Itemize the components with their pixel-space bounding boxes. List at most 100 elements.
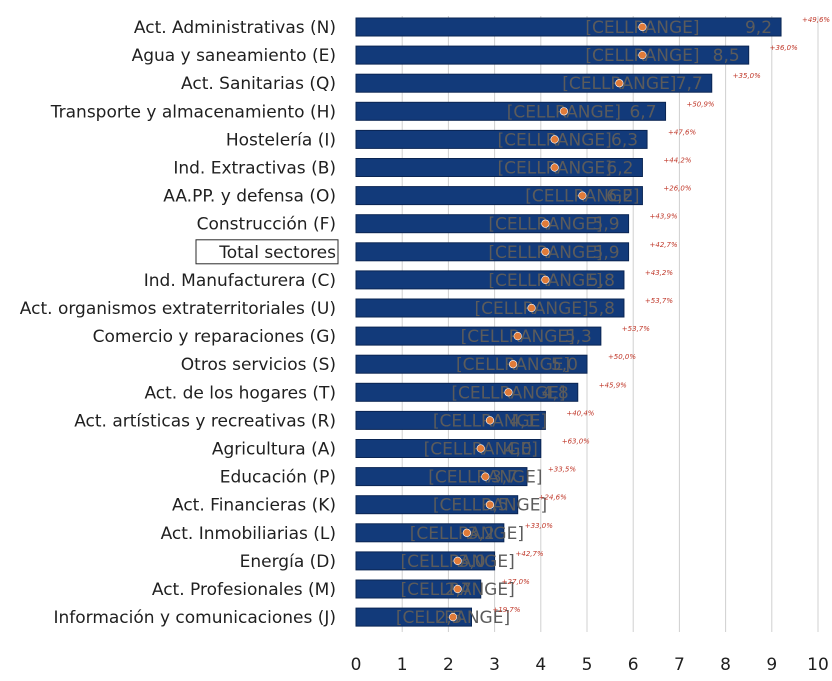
- bar: [355, 214, 630, 234]
- pct-label: +35,0%: [733, 72, 761, 80]
- pct-label: +63,0%: [562, 438, 590, 446]
- bar: [355, 45, 750, 65]
- marker-point: [541, 275, 550, 285]
- marker-point: [638, 50, 647, 60]
- pct-label: +36,0%: [770, 44, 798, 52]
- x-axis-ticks: 0 1 2 3 4 5 6 7 8 9 10: [351, 655, 829, 675]
- value-label: 5,9: [593, 243, 620, 263]
- pct-label: +42,7%: [516, 550, 544, 558]
- value-label: 3,5: [482, 496, 509, 516]
- category-label: Construcción (F): [197, 215, 336, 235]
- value-label: 7,7: [676, 74, 703, 94]
- marker-point: [462, 528, 471, 537]
- value-label: 9,2: [745, 18, 772, 38]
- x-tick-label: 5: [582, 655, 593, 675]
- bar: [355, 467, 528, 487]
- pct-label: +50,9%: [686, 100, 714, 108]
- bar: [355, 354, 588, 374]
- category-label: Act. de los hogares (T): [144, 383, 336, 403]
- marker-point: [453, 556, 462, 566]
- marker-point: [485, 500, 495, 509]
- x-tick-label: 6: [628, 655, 639, 675]
- marker-point: [485, 416, 495, 425]
- marker-point: [448, 612, 458, 622]
- bars: [CELLRANGE]9,2+49,6%[CELLRANGE]8,5+36,0%…: [355, 16, 830, 628]
- category-label: Otros servicios (S): [181, 355, 336, 375]
- pct-label: +44,2%: [663, 157, 691, 165]
- category-label: Act. Administrativas (N): [134, 18, 336, 38]
- pct-label: +45,9%: [599, 381, 627, 389]
- x-tick-label: 3: [489, 655, 500, 675]
- bar: [355, 495, 519, 515]
- category-label: Comercio y reparaciones (G): [93, 327, 336, 347]
- bar: [355, 158, 643, 177]
- marker-point: [578, 191, 587, 200]
- marker-point: [508, 360, 518, 369]
- pct-label: +19,7%: [492, 606, 520, 614]
- x-tick-label: 0: [351, 655, 362, 675]
- marker-point: [559, 107, 569, 116]
- bar: [355, 382, 579, 402]
- pct-label: +24,6%: [539, 494, 567, 502]
- marker-point: [513, 332, 522, 341]
- bar: [355, 17, 782, 37]
- marker-point: [504, 388, 513, 397]
- bar: [355, 551, 496, 571]
- value-label: 6,2: [606, 187, 633, 207]
- marker-point: [476, 444, 485, 453]
- marker-point: [527, 303, 536, 313]
- category-label: Act. artísticas y recreativas (R): [74, 411, 336, 431]
- bar: [355, 270, 625, 290]
- x-tick-label: 7: [674, 655, 685, 675]
- category-label: Act. organismos extraterritoriales (U): [20, 299, 336, 319]
- bar: [355, 579, 482, 599]
- value-label: 4,0: [505, 440, 532, 460]
- bar: [355, 326, 602, 346]
- pct-label: +50,0%: [608, 353, 636, 361]
- marker-point: [453, 584, 462, 594]
- value-label: 5,3: [565, 327, 592, 347]
- bar: [355, 129, 648, 149]
- category-label: Ind. Manufacturera (C): [144, 271, 336, 291]
- value-label: 6,2: [606, 159, 633, 179]
- value-label: 5,8: [588, 271, 615, 291]
- marker-point: [481, 472, 490, 481]
- x-tick-label: 2: [443, 655, 454, 675]
- pct-label: +43,2%: [645, 269, 673, 277]
- category-label: Act. Profesionales (M): [152, 580, 336, 600]
- pct-label: +53,7%: [622, 325, 650, 333]
- category-label: Agricultura (A): [212, 440, 336, 460]
- pct-label: +26,0%: [663, 185, 691, 193]
- pct-label: +43,9%: [650, 213, 678, 221]
- pct-label: +42,7%: [650, 241, 678, 249]
- x-tick-label: 1: [397, 655, 408, 675]
- category-label: Total sectores: [218, 243, 336, 263]
- pct-label: +49,6%: [802, 16, 830, 24]
- bar: [355, 298, 625, 318]
- pct-label: +33,0%: [525, 522, 553, 530]
- category-label: Act. Financieras (K): [172, 496, 336, 516]
- bar: [355, 186, 643, 206]
- bar: [355, 523, 505, 543]
- bar: [355, 101, 667, 121]
- category-label: Energía (D): [240, 552, 336, 572]
- marker-point: [541, 247, 550, 256]
- x-tick-label: 4: [535, 655, 546, 675]
- x-tick-label: 10: [807, 655, 829, 675]
- pct-label: +40,4%: [566, 409, 594, 417]
- value-label: 3,2: [468, 524, 495, 544]
- category-label: Información y comunicaciones (J): [53, 608, 336, 628]
- bar: [355, 410, 546, 430]
- value-label: 4,8: [542, 383, 569, 403]
- x-tick-label: 9: [766, 655, 777, 675]
- marker-point: [541, 219, 550, 228]
- value-label: 6,3: [611, 130, 638, 150]
- category-label: Ind. Extractivas (B): [173, 159, 336, 179]
- bar: [355, 242, 630, 262]
- value-label: 5,9: [593, 215, 620, 235]
- value-label: 5,0: [551, 355, 578, 375]
- highlight-box: [195, 239, 339, 265]
- category-label: Hostelería (I): [226, 130, 336, 150]
- category-label: Transporte y almacenamiento (H): [50, 102, 336, 122]
- pct-label: +33,5%: [548, 466, 576, 474]
